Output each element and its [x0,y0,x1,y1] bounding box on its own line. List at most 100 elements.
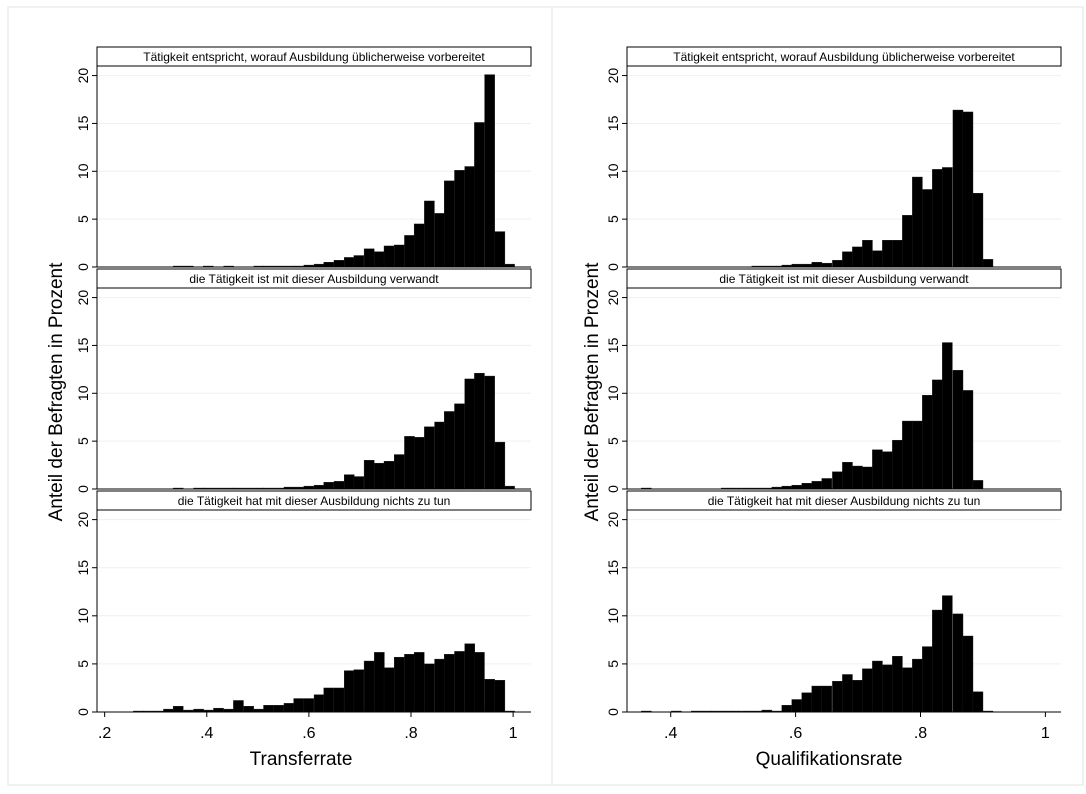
histogram-bar [404,436,415,490]
histogram-bar [353,669,365,713]
histogram-bar [323,482,335,490]
histogram-bar [932,609,943,713]
panel-header [96,46,532,67]
histogram-bar [882,664,893,713]
y-tick-label: 0 [605,708,621,716]
panel-header [626,268,1062,289]
panel-title: Tätigkeit entspricht, worauf Ausbildung … [143,50,485,64]
histogram-bar [333,260,345,268]
y-tick-label: 5 [605,215,621,223]
histogram-bar [404,654,415,713]
panel-header [626,46,1062,67]
histogram-bar [474,652,485,713]
histogram-bar [932,169,943,268]
y-tick-label: 20 [605,512,621,528]
histogram-bar [413,437,425,490]
histogram-bar [872,660,883,713]
histogram-bar [363,248,375,268]
histogram-bar [832,471,843,490]
histogram-bar [394,656,405,713]
histogram-bar [862,668,873,713]
histogram-bar [434,658,445,713]
histogram-bar [942,342,953,490]
histogram-bar [374,462,385,490]
histogram-bar [821,685,833,713]
x-tick-label: .4 [664,725,677,742]
histogram-bar [952,613,964,713]
x-tick-label: .2 [98,725,111,742]
histogram-bar [413,652,425,713]
histogram-bar [922,189,933,268]
histogram-bar [464,378,475,490]
histogram-bar [344,670,355,713]
histogram-bar [273,705,284,713]
histogram-bar [932,379,943,490]
histogram-bar [852,680,863,713]
y-tick-label: 15 [605,115,621,131]
histogram-bar [374,251,385,268]
panel-header [96,490,532,511]
panel-1-0: Tätigkeit entspricht, worauf Ausbildung … [605,46,1062,271]
x-tick-label: 1 [1041,725,1050,742]
histogram-bar [842,462,853,490]
histogram-bar [344,257,355,268]
x-tick-label: 1 [509,725,518,742]
histogram-bar [333,687,345,713]
y-tick-label: 15 [75,337,91,353]
y-tick-label: 15 [75,115,91,131]
histogram-bar [892,656,903,713]
x-tick-label: .8 [404,725,417,742]
histogram-bar [494,441,506,490]
panel-header [626,490,1062,511]
histogram-bar [811,481,823,490]
x-axis-label-qualifikationsrate: Qualifikationsrate [756,749,903,770]
y-tick-label: 20 [75,512,91,528]
y-tick-label: 0 [605,263,621,271]
histogram-bar [942,595,953,713]
y-tick-label: 10 [75,163,91,179]
histogram-bar [811,262,823,268]
figure-frame [7,6,1084,786]
histogram-bar [313,694,325,713]
histogram-bar [842,674,853,713]
histogram-bar [353,255,365,268]
histogram-bar [892,239,903,268]
histogram-bar [942,167,953,268]
y-tick-label: 15 [75,560,91,576]
histogram-bar [801,692,813,713]
histogram-bar [972,691,984,713]
x-tick-label: .4 [200,725,213,742]
panel-title: die Tätigkeit hat mit dieser Ausbildung … [178,494,451,508]
histogram-bar [862,239,873,268]
histogram-bar [444,180,455,268]
histogram-bar [424,663,435,713]
histogram-bar [374,652,385,713]
histogram-bar [454,651,465,713]
histogram-bar [922,395,933,490]
panel-title: die Tätigkeit ist mit dieser Ausbildung … [189,272,439,286]
y-tick-label: 10 [605,608,621,624]
y-axis-label-qualifikationsrate: Anteil der Befragten in Prozent [582,262,603,521]
histogram-bar [852,246,863,268]
histogram-bar [922,646,933,713]
histogram-bar [494,231,506,268]
y-tick-label: 0 [75,485,91,493]
histogram-bar [424,426,435,490]
histogram-bar [912,420,923,490]
histogram-bar [484,375,495,490]
x-tick-label: .6 [789,725,802,742]
histogram-bar [902,215,913,268]
histogram-bar [862,466,873,490]
histogram-bar [434,213,445,268]
histogram-bar [912,658,923,713]
histogram-bar [404,235,415,268]
histogram-bar [444,411,455,490]
y-tick-label: 5 [75,437,91,445]
panel-header [96,268,532,289]
histogram-bar [383,245,395,268]
histogram-bar [484,679,495,713]
y-tick-label: 0 [605,485,621,493]
histogram-bar [454,403,465,490]
histogram-bar [394,244,405,268]
histogram-bar [464,166,475,268]
